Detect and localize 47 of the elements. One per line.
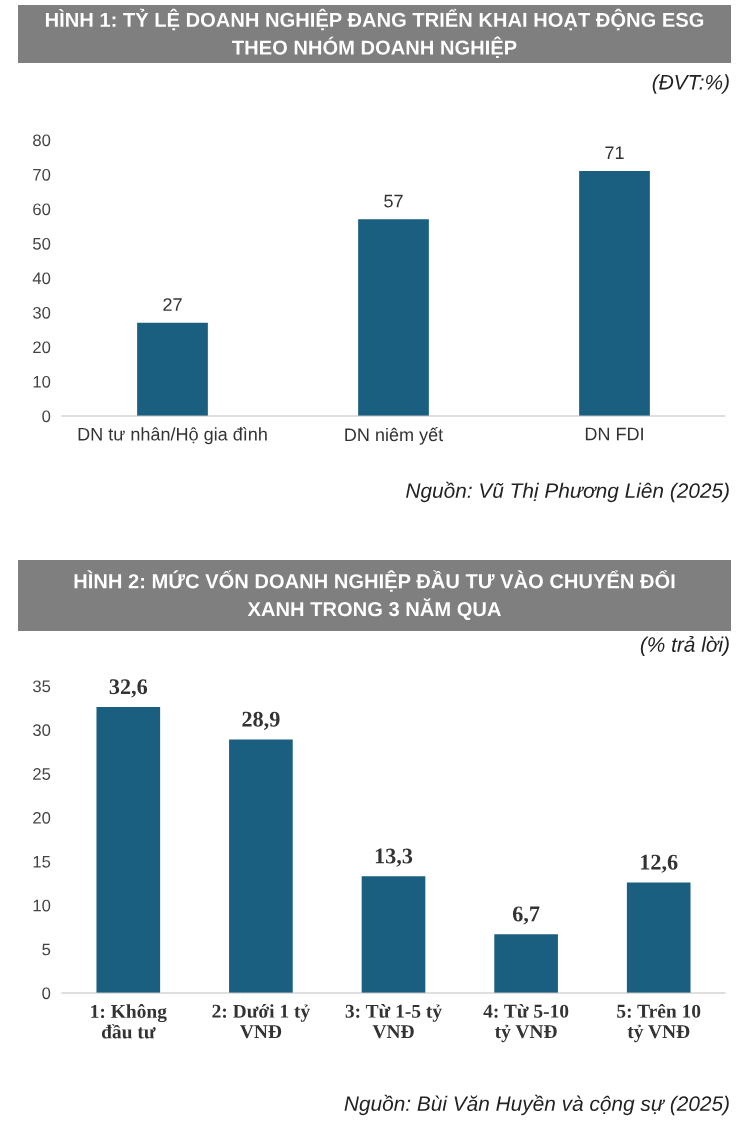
x-tick-label: 3: Từ 1-5 tỷ VNĐ <box>345 1004 442 1039</box>
x-tick-label: 2: Dưới 1 tỷ VNĐ <box>212 1004 310 1039</box>
y-tick-label: 30 <box>32 724 51 737</box>
y-tick-label: 35 <box>32 680 51 693</box>
y-tick-label: 70 <box>33 168 51 181</box>
y-tick-label: 60 <box>33 203 51 216</box>
y-tick-label: 80 <box>33 134 51 147</box>
x-tick-label: 1: Không đầu tư <box>91 1004 167 1039</box>
data-label: 57 <box>384 194 403 208</box>
data-label: 12,6 <box>641 854 678 873</box>
data-label: 27 <box>163 298 182 311</box>
chart-title: HÌNH 1: TỶ LỆ DOANH NGHIỆP ĐANG TRIỂN KHAI HOẠT ĐỘNG ESG THEO NHÓM DOANH NGHIỆP <box>45 8 704 59</box>
bar <box>579 171 650 416</box>
bar <box>229 739 293 993</box>
chart-subtitle: (% trả lời) <box>640 635 729 657</box>
data-label: 28,9 <box>242 711 280 730</box>
y-tick-label: 40 <box>32 272 51 285</box>
data-label: 6,7 <box>512 906 540 925</box>
y-tick-label: 0 <box>42 987 51 1000</box>
data-label: 13,3 <box>375 848 413 867</box>
text: Nguồn: Bùi Văn Huyền và cộng sự (2025) <box>344 1094 729 1116</box>
x-tick-label: 4: Từ 5-10 tỷ VNĐ <box>483 1004 569 1043</box>
y-tick-label: 10 <box>33 375 51 388</box>
y-tick-label: 30 <box>32 306 51 319</box>
chart-subtitle: (ĐVT:%) <box>652 74 729 94</box>
chart-title: HÌNH 2: MỨC VỐN DOANH NGHIỆP ĐẦU TƯ VÀO CHUYỂN ĐỔI XANH TRONG 3 NĂM QUA <box>74 570 675 621</box>
bar <box>137 322 208 416</box>
bar <box>96 707 161 993</box>
bar <box>361 876 426 993</box>
y-tick-label: 10 <box>33 899 51 912</box>
bar <box>494 934 558 993</box>
y-tick-label: 0 <box>42 410 51 423</box>
y-tick-label: 25 <box>33 768 51 780</box>
x-tick-label: DN niêm yết <box>345 427 444 445</box>
y-tick-label: 5 <box>42 943 51 956</box>
bar <box>626 882 691 993</box>
y-tick-label: 50 <box>33 237 51 250</box>
x-tick-label: 5: Trên 10 tỷ VNĐ <box>617 1003 701 1043</box>
y-tick-label: 20 <box>33 811 51 824</box>
y-tick-label: 15 <box>33 856 51 868</box>
x-tick-label: DN tư nhân/Hộ gia đình <box>78 427 267 445</box>
data-label: 71 <box>605 146 624 159</box>
y-tick-label: 20 <box>33 341 51 354</box>
bar <box>358 219 429 416</box>
text: Nguồn: Vũ Thị Phương Liên (2025) <box>406 481 729 503</box>
data-label: 32,6 <box>109 679 148 698</box>
x-tick-label: DN FDI <box>585 427 643 441</box>
